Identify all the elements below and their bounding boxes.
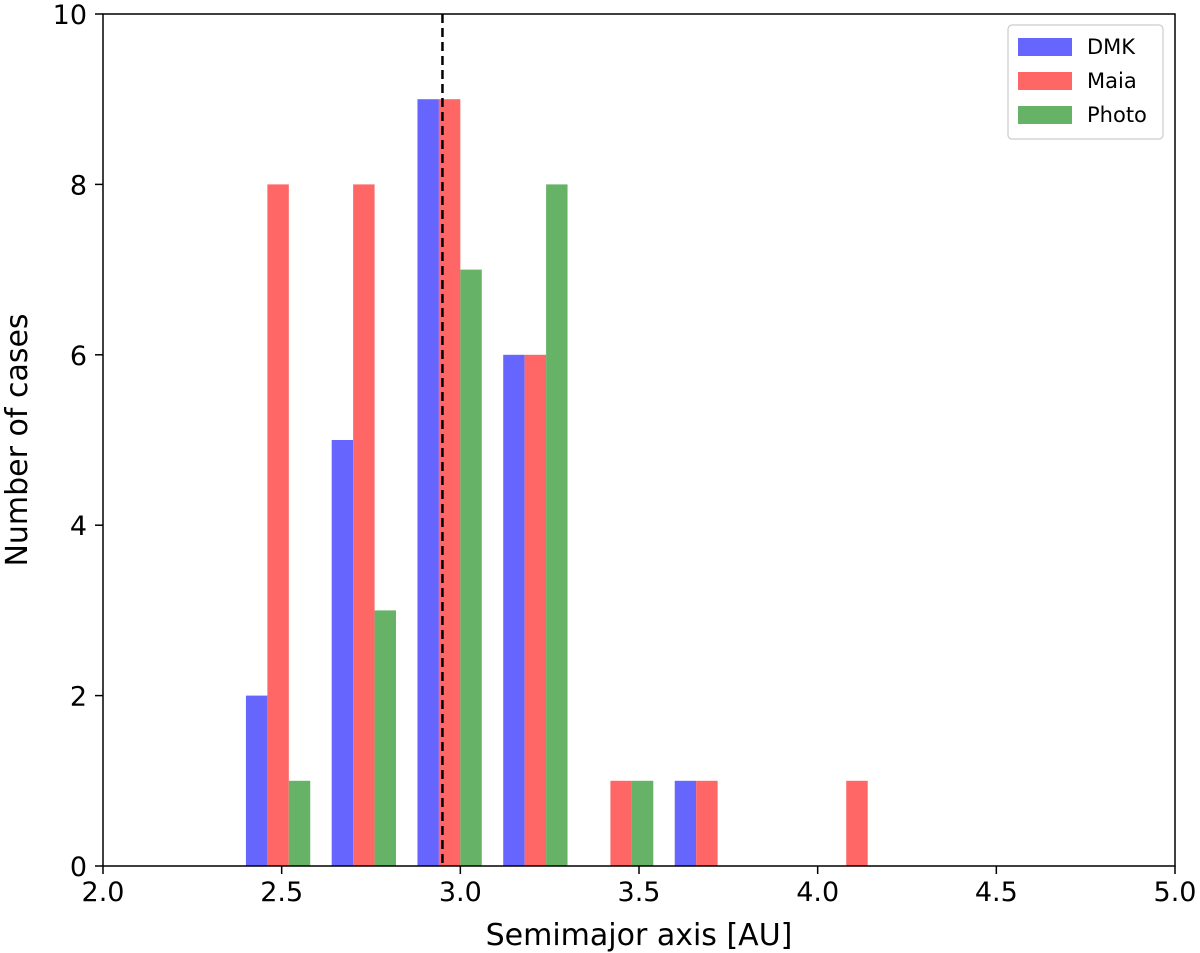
- y-tick-label: 10: [53, 0, 87, 31]
- bar-dmk-2: [417, 99, 439, 866]
- y-axis-ticks: 0 2 4 6 8 10: [53, 0, 103, 883]
- bar-maia-1: [353, 184, 375, 866]
- legend-label-dmk: DMK: [1087, 35, 1136, 59]
- legend-swatch-photo: [1018, 106, 1072, 124]
- x-tick-label: 5.0: [1154, 877, 1197, 908]
- x-axis-label: Semimajor axis [AU]: [486, 918, 793, 953]
- bar-photo-3: [546, 184, 568, 866]
- bar-maia-6: [846, 780, 868, 866]
- bar-maia-5: [696, 780, 718, 866]
- bar-dmk-0: [245, 695, 268, 866]
- bar-dmk-3: [503, 354, 525, 866]
- legend: DMK Maia Photo: [1007, 24, 1164, 140]
- y-tick-label: 6: [70, 341, 87, 372]
- y-tick-label: 0: [70, 852, 87, 883]
- legend-label-photo: Photo: [1087, 103, 1147, 127]
- legend-swatch-dmk: [1018, 38, 1072, 56]
- bar-photo-4: [631, 780, 654, 866]
- bar-maia-3: [524, 354, 547, 866]
- x-tick-label: 3.5: [618, 877, 661, 908]
- bar-photo-0: [288, 780, 311, 866]
- bar-photo-1: [374, 610, 397, 866]
- y-axis-label: Number of cases: [0, 313, 35, 566]
- legend-label-maia: Maia: [1087, 69, 1137, 93]
- bar-dmk-4: [674, 780, 697, 866]
- y-tick-label: 4: [70, 511, 87, 542]
- bar-maia-0: [267, 184, 289, 866]
- bar-photo-2: [460, 269, 482, 867]
- x-tick-label: 4.5: [975, 877, 1018, 908]
- legend-swatch-maia: [1018, 72, 1072, 90]
- x-tick-label: 3.0: [439, 877, 482, 908]
- x-tick-label: 2.5: [260, 877, 303, 908]
- bar-maia-2: [438, 99, 461, 866]
- x-tick-label: 2.0: [82, 877, 125, 908]
- y-tick-label: 2: [70, 682, 87, 713]
- x-tick-label: 4.0: [796, 877, 839, 908]
- x-axis-ticks: 2.0 2.5 3.0 3.5 4.0 4.5 5.0: [82, 866, 1197, 908]
- bar-dmk-1: [331, 440, 354, 866]
- y-tick-label: 8: [70, 170, 87, 201]
- bars-layer: [245, 99, 868, 867]
- bar-maia-4: [610, 780, 632, 866]
